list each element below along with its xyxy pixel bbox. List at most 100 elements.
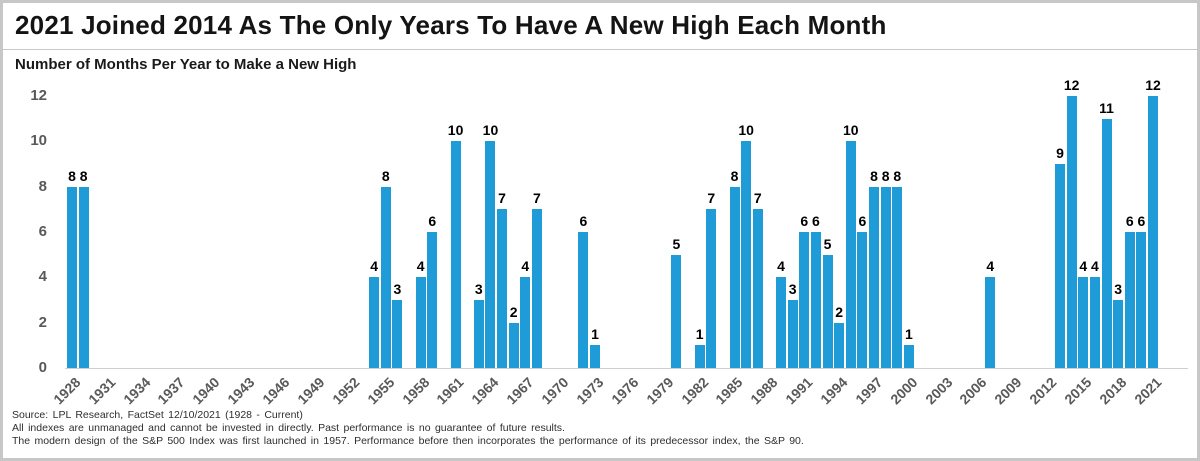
x-axis-tick-label: 1928 bbox=[49, 374, 84, 408]
x-axis-tick-label: 1937 bbox=[154, 374, 188, 408]
bar-value-label: 6 bbox=[800, 212, 809, 229]
bar-value-label: 8 bbox=[68, 167, 76, 184]
bar-value-label: 4 bbox=[416, 258, 425, 275]
bar-value-label: 2 bbox=[509, 303, 518, 320]
bar-value-label: 6 bbox=[812, 212, 820, 229]
x-axis-tick-label: 2015 bbox=[1061, 374, 1095, 408]
x-axis-tick-label: 1970 bbox=[538, 374, 572, 408]
y-axis-tick-label: 6 bbox=[38, 222, 47, 240]
bar-value-label: 9 bbox=[1056, 144, 1064, 161]
bar-value-label: 12 bbox=[1145, 76, 1161, 93]
bar-1967 bbox=[520, 277, 531, 368]
bar-2016 bbox=[1089, 277, 1100, 368]
bar-value-label: 4 bbox=[521, 258, 530, 275]
bar-value-label: 3 bbox=[788, 280, 797, 297]
bar-value-label: 7 bbox=[753, 190, 762, 207]
bar-2020 bbox=[1136, 231, 1147, 368]
x-axis-tick-label: 2009 bbox=[991, 374, 1025, 408]
y-axis-tick-label: 0 bbox=[38, 359, 47, 376]
bar-1968 bbox=[531, 209, 542, 368]
x-axis-tick-label: 1979 bbox=[642, 374, 677, 408]
bar-value-label: 6 bbox=[1125, 212, 1134, 229]
x-axis-tick-label: 2000 bbox=[886, 374, 921, 408]
bar-value-label: 6 bbox=[579, 212, 588, 229]
x-axis-tick-label: 1991 bbox=[782, 374, 816, 408]
bar-1993 bbox=[822, 254, 833, 368]
bar-value-label: 4 bbox=[1079, 258, 1088, 275]
bar-value-label: 7 bbox=[707, 190, 716, 207]
x-axis-tick-label: 1940 bbox=[189, 374, 223, 408]
bar-1958 bbox=[415, 277, 426, 368]
bar-value-label: 6 bbox=[428, 212, 437, 229]
bar-value-label: 4 bbox=[777, 258, 785, 275]
footnote-disclaimer: All indexes are unmanaged and cannot be … bbox=[12, 422, 565, 434]
bar-value-label: 5 bbox=[672, 235, 681, 252]
bar-value-label: 10 bbox=[842, 122, 859, 139]
x-axis-tick-label: 1946 bbox=[259, 374, 293, 408]
bar-value-label: 6 bbox=[858, 212, 867, 229]
x-axis-tick-label: 1967 bbox=[503, 374, 537, 408]
bar-1955 bbox=[380, 186, 391, 368]
bar-1992 bbox=[810, 231, 821, 368]
bar-1995 bbox=[845, 141, 856, 368]
x-axis-tick-label: 1994 bbox=[817, 374, 851, 408]
bar-1999 bbox=[892, 186, 903, 368]
bar-value-label: 1 bbox=[905, 326, 913, 343]
bar-value-label: 12 bbox=[1063, 76, 1080, 93]
x-axis-tick-label: 1976 bbox=[607, 374, 642, 408]
bar-1996 bbox=[857, 231, 868, 368]
bar-1994 bbox=[834, 322, 845, 368]
bar-value-label: 8 bbox=[381, 167, 390, 184]
x-axis-tick-label: 1934 bbox=[119, 374, 154, 408]
bar-chart: 0 2 4 6 8 10 12 1928 1931 1934 1937 1940 1943 1946 194… bbox=[3, 3, 1197, 458]
bar-1928 bbox=[67, 186, 77, 368]
bar-1965 bbox=[497, 209, 508, 368]
bar-2000 bbox=[903, 345, 914, 368]
x-axis-tick-label: 1952 bbox=[328, 374, 363, 408]
bar-1998 bbox=[880, 186, 891, 368]
chart-subtitle: Number of Months Per Year to Make a New … bbox=[15, 56, 357, 73]
bar-1973 bbox=[590, 345, 601, 368]
bar-value-label: 7 bbox=[533, 190, 541, 207]
bar-1959 bbox=[427, 231, 438, 368]
x-axis-tick-label: 1997 bbox=[852, 374, 886, 408]
x-axis-tick-label: 1943 bbox=[224, 374, 258, 408]
bar-1987 bbox=[752, 209, 763, 368]
bar-1966 bbox=[508, 322, 519, 368]
x-axis-tick-label: 2021 bbox=[1130, 374, 1165, 408]
y-axis-tick-label: 12 bbox=[30, 86, 47, 104]
title-divider bbox=[3, 49, 1197, 50]
bar-value-label: 8 bbox=[881, 167, 890, 184]
bar-value-label: 8 bbox=[893, 167, 902, 184]
bar-1997 bbox=[869, 186, 880, 368]
bar-1980 bbox=[671, 254, 682, 368]
bar-1990 bbox=[787, 299, 798, 368]
bar-1983 bbox=[706, 209, 717, 368]
bar-1985 bbox=[729, 186, 740, 368]
bar-1989 bbox=[776, 277, 787, 368]
bar-1954 bbox=[369, 277, 380, 368]
x-axis-tick-label: 1973 bbox=[573, 374, 607, 408]
bar-value-label: 6 bbox=[1137, 212, 1146, 229]
x-axis-tick-label: 2006 bbox=[956, 374, 990, 408]
bar-2015 bbox=[1078, 277, 1089, 368]
x-axis-tick-label: 2018 bbox=[1096, 374, 1130, 408]
x-axis-line bbox=[65, 368, 1188, 369]
footnote-source: Source: LPL Research, FactSet 12/10/2021… bbox=[12, 409, 303, 421]
bar-value-label: 1 bbox=[591, 326, 599, 343]
bar-1972 bbox=[578, 231, 589, 368]
x-axis-tick-label: 1988 bbox=[747, 374, 781, 408]
x-axis-tick-label: 1985 bbox=[712, 374, 746, 408]
bar-value-label: 3 bbox=[393, 280, 402, 297]
x-axis-tick-label: 1982 bbox=[677, 374, 711, 408]
bar-2021 bbox=[1148, 95, 1158, 368]
bar-1961 bbox=[450, 141, 461, 368]
bar-value-label: 4 bbox=[986, 258, 995, 275]
bar-value-label: 4 bbox=[1090, 258, 1099, 275]
bar-value-label: 10 bbox=[482, 122, 499, 139]
bar-1963 bbox=[473, 299, 484, 368]
y-axis-tick-label: 2 bbox=[38, 313, 47, 331]
x-axis-tick-label: 2003 bbox=[921, 374, 956, 408]
bar-1986 bbox=[741, 141, 752, 368]
footnotes: Source: LPL Research, FactSet 12/10/2021… bbox=[12, 409, 804, 448]
